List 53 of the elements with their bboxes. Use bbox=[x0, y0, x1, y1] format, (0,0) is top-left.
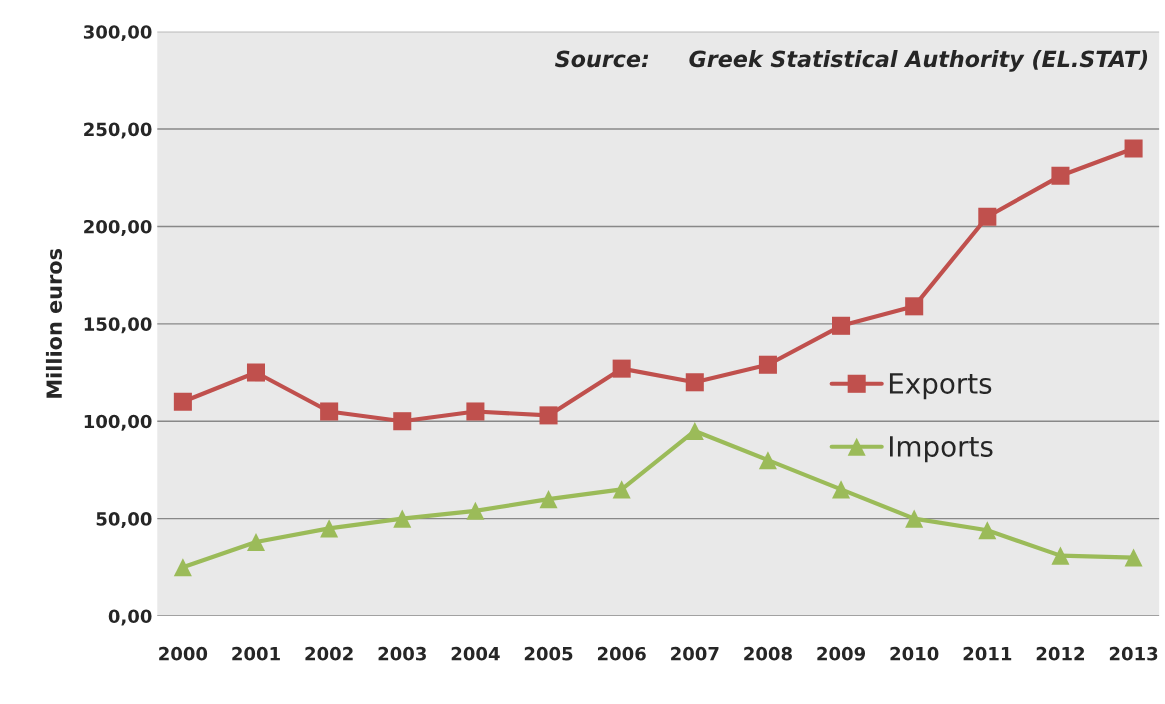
y-tick-label: 0,00 bbox=[108, 609, 152, 626]
point bbox=[466, 402, 485, 421]
y-tick-label: 150,00 bbox=[84, 317, 152, 334]
x-tick-label: 2001 bbox=[232, 646, 280, 661]
point bbox=[832, 316, 851, 335]
point bbox=[905, 297, 924, 316]
annotation: Source: Greek Statistical Authority (EL.STAT) bbox=[555, 50, 1148, 72]
point bbox=[539, 406, 558, 425]
point bbox=[246, 363, 266, 382]
point bbox=[758, 451, 777, 470]
point bbox=[539, 490, 558, 509]
y-tick-label: 300,00 bbox=[83, 25, 152, 42]
x-tick-label: 2013 bbox=[1109, 646, 1158, 661]
x-tick-label: 2006 bbox=[597, 646, 646, 661]
point bbox=[1051, 546, 1070, 565]
point bbox=[758, 355, 777, 374]
point bbox=[978, 207, 997, 226]
point bbox=[612, 480, 631, 499]
x-tick-label: 2005 bbox=[524, 646, 573, 661]
x-tick-label: 2000 bbox=[159, 646, 208, 661]
point bbox=[1051, 166, 1070, 185]
y-tick-label: 100,00 bbox=[84, 414, 152, 431]
x-tick-label: 2012 bbox=[1036, 646, 1085, 661]
point bbox=[612, 359, 631, 378]
legend-label: Imports bbox=[889, 436, 993, 463]
point bbox=[173, 392, 192, 411]
legend-label: Exports bbox=[889, 373, 992, 400]
x-tick-label: 2007 bbox=[671, 646, 719, 661]
point bbox=[393, 412, 412, 431]
point bbox=[685, 421, 704, 440]
point bbox=[832, 480, 851, 499]
point bbox=[393, 509, 412, 528]
point bbox=[685, 373, 704, 392]
x-tick-label: 2011 bbox=[963, 646, 1012, 661]
y-tick-label: 200,00 bbox=[84, 219, 152, 236]
point bbox=[320, 402, 339, 421]
x-tick-label: 2010 bbox=[890, 646, 939, 661]
point bbox=[173, 558, 192, 577]
y-tick-label: 50,00 bbox=[96, 512, 152, 529]
x-tick-label: 2003 bbox=[378, 646, 426, 661]
y-tick-label: 250,00 bbox=[84, 122, 152, 139]
y-axis-title: Million euros bbox=[45, 249, 63, 398]
x-tick-label: 2004 bbox=[451, 646, 500, 661]
x-tick-label: 2009 bbox=[817, 646, 866, 661]
x-tick-label: 2002 bbox=[305, 646, 353, 661]
point bbox=[1124, 548, 1143, 567]
x-tick-label: 2008 bbox=[744, 646, 792, 661]
point bbox=[466, 501, 485, 520]
point bbox=[1124, 139, 1143, 158]
point bbox=[320, 519, 339, 538]
point bbox=[978, 521, 997, 540]
point bbox=[246, 532, 266, 552]
point bbox=[905, 509, 924, 528]
